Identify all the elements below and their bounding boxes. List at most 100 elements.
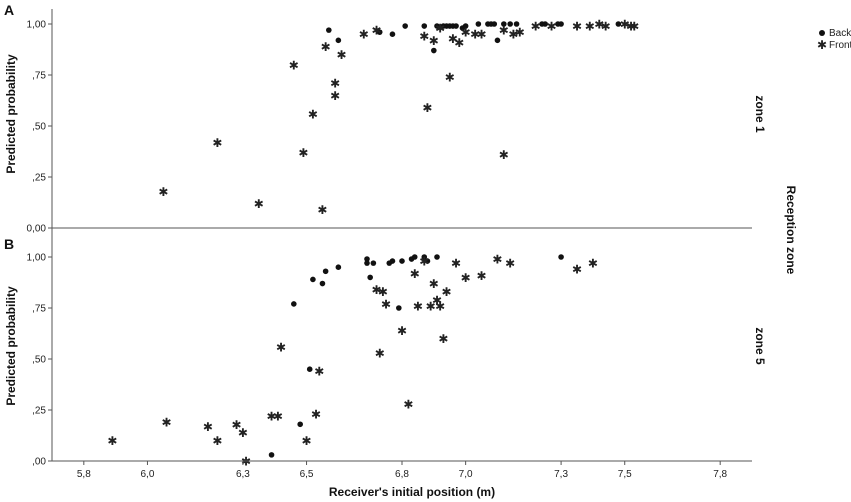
back-point <box>411 254 418 260</box>
panel-b-letter: B <box>4 236 14 252</box>
front-point: ✱ <box>372 283 382 297</box>
y-tick-label: 0,00 <box>27 224 47 235</box>
front-point: ✱ <box>601 20 611 34</box>
panel-b-y-axis-title: Predicted probability <box>4 286 18 406</box>
back-point <box>370 260 377 266</box>
back-point <box>462 23 469 29</box>
back-point <box>402 23 408 29</box>
front-point: ✱ <box>629 20 639 34</box>
front-point: ✱ <box>232 418 242 432</box>
back-point <box>513 21 520 27</box>
panel-b: B Predicted probability zone 5 ,00 ,25 ,50… <box>4 236 767 469</box>
front-point: ✱ <box>451 257 461 271</box>
back-point <box>376 29 383 35</box>
x-tick-label: 7,5 <box>618 469 632 480</box>
legend: Back ✱ Front <box>817 28 851 52</box>
front-point: ✱ <box>438 332 448 346</box>
back-point <box>558 21 564 27</box>
front-point: ✱ <box>317 203 327 217</box>
back-point <box>319 280 326 287</box>
front-point: ✱ <box>267 410 277 424</box>
y-tick-label: ,25 <box>32 406 46 417</box>
back-point <box>501 21 507 27</box>
front-point: ✱ <box>499 148 509 162</box>
front-point: ✱ <box>162 416 172 430</box>
back-point <box>310 276 316 283</box>
panel-a: A Predicted probability zone 1 0,00 ,25 ,5… <box>4 2 767 235</box>
front-point: ✱ <box>419 255 429 269</box>
front-point: ✱ <box>321 40 331 54</box>
front-point: ✱ <box>508 28 518 42</box>
front-point: ✱ <box>330 89 340 103</box>
x-tick-label: 5,8 <box>77 469 91 480</box>
front-point: ✱ <box>372 24 382 38</box>
front-point: ✱ <box>298 146 308 160</box>
y-tick-label: 1,00 <box>27 20 47 31</box>
front-point: ✱ <box>375 346 385 360</box>
y-tick-label: ,75 <box>32 71 46 82</box>
back-point <box>396 305 402 311</box>
front-point: ✱ <box>470 28 480 42</box>
y-tick-label: ,50 <box>32 355 46 366</box>
front-point: ✱ <box>426 299 436 313</box>
x-tick-label: 6,3 <box>236 469 250 480</box>
back-point <box>335 37 342 44</box>
back-point <box>291 301 297 307</box>
front-point: ✱ <box>397 324 407 338</box>
back-point <box>389 258 396 264</box>
back-point <box>434 23 440 29</box>
front-point: ✱ <box>445 71 455 85</box>
back-point <box>367 274 373 281</box>
x-tick-label: 6,8 <box>395 469 409 480</box>
y-tick-label: ,00 <box>32 457 46 468</box>
front-point: ✱ <box>499 24 509 38</box>
panel-b-y-ticks: ,00 ,25 ,50 ,75 1,00 <box>27 253 52 468</box>
front-point: ✱ <box>435 299 445 313</box>
back-point <box>399 258 405 264</box>
front-point: ✱ <box>314 365 324 379</box>
panel-b-marks: ✱✱ ✱✱✱✱✱✱✱✱✱✱✱✱✱✱✱✱✱✱✱✱✱✱✱✱✱✱✱✱ ✱✱ ✱ ✱ ✱ <box>107 253 598 469</box>
x-axis-title: Receiver's initial position (m) <box>329 485 495 499</box>
back-point <box>431 47 437 54</box>
front-point: ✱ <box>448 32 458 46</box>
front-point: ✱ <box>461 26 471 40</box>
front-point: ✱ <box>212 434 222 448</box>
front-point: ✱ <box>378 285 388 299</box>
back-point <box>364 256 370 262</box>
legend-front-marker: ✱ <box>817 38 827 52</box>
front-point: ✱ <box>429 277 439 291</box>
y-tick-label: ,25 <box>32 173 46 184</box>
front-point: ✱ <box>620 18 630 32</box>
front-point: ✱ <box>531 20 541 34</box>
front-point: ✱ <box>572 263 582 277</box>
front-point: ✱ <box>302 434 312 448</box>
back-point <box>507 21 513 27</box>
front-point: ✱ <box>477 269 487 283</box>
x-tick-label: 6,5 <box>300 469 314 480</box>
panel-a-zone-label: zone 1 <box>753 95 767 133</box>
legend-front-label: Front <box>829 40 851 51</box>
front-point: ✱ <box>273 410 283 424</box>
panel-a-y-axis-title: Predicted probability <box>4 54 18 174</box>
legend-back-marker <box>819 30 825 36</box>
front-point: ✱ <box>626 20 636 34</box>
front-point: ✱ <box>454 36 464 50</box>
back-point <box>475 21 482 27</box>
back-point <box>421 23 428 29</box>
back-point <box>424 258 431 264</box>
front-point: ✱ <box>435 22 445 36</box>
facet-label: Reception zone <box>784 186 798 275</box>
back-point <box>389 31 396 37</box>
front-point: ✱ <box>419 30 429 44</box>
x-tick-label: 6,0 <box>141 469 155 480</box>
back-point <box>364 260 370 266</box>
front-point: ✱ <box>413 299 423 313</box>
back-point <box>335 264 342 271</box>
front-point: ✱ <box>505 257 515 271</box>
front-point: ✱ <box>107 434 117 448</box>
front-point: ✱ <box>276 340 286 354</box>
front-point: ✱ <box>381 297 391 311</box>
back-point <box>268 452 275 458</box>
front-point: ✱ <box>442 285 452 299</box>
